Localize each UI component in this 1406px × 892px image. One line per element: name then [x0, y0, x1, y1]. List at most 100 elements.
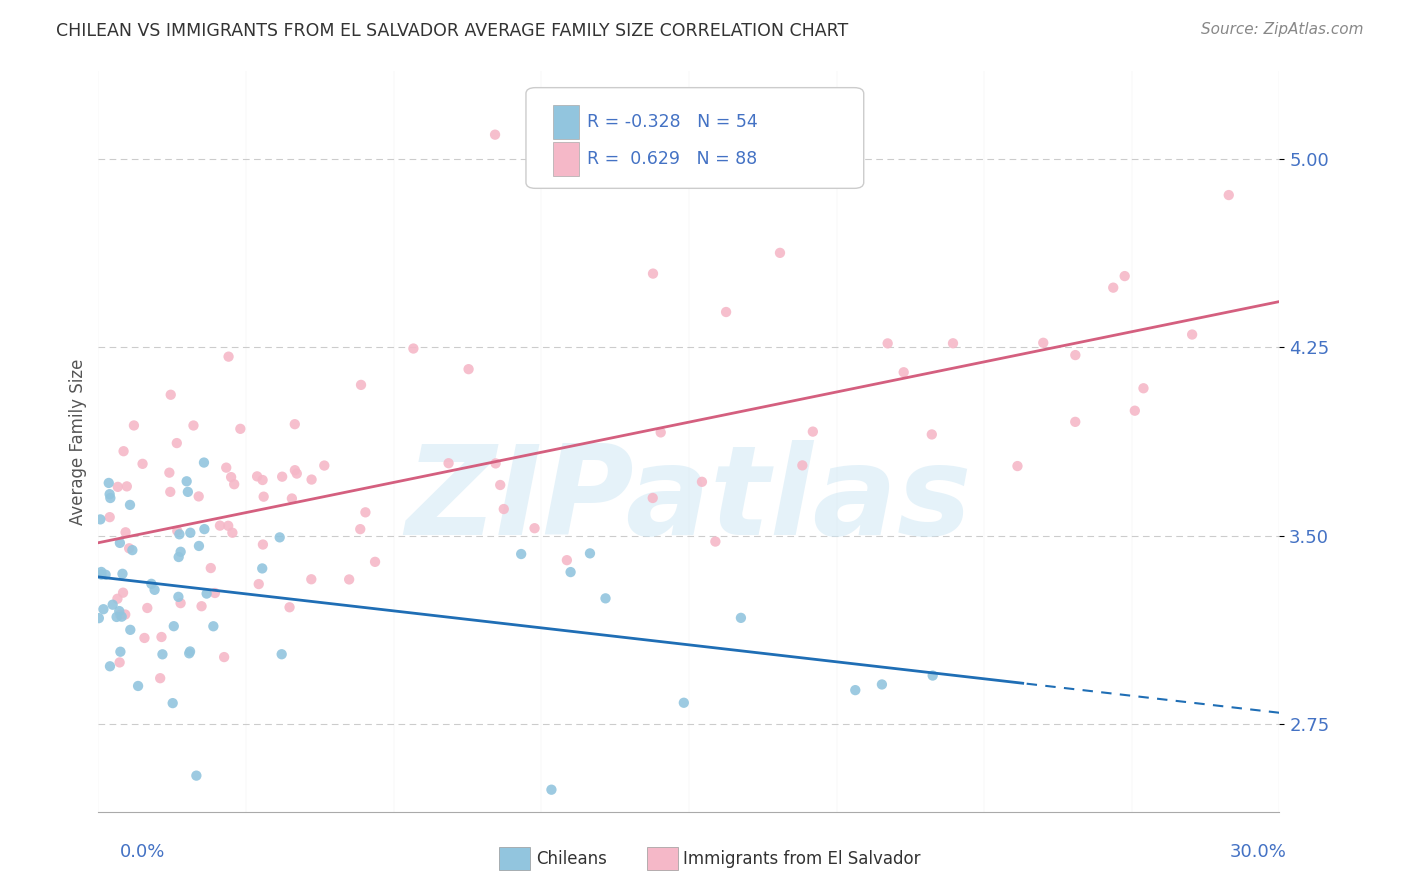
Point [93, 602, 115, 616]
Point [89, 512, 111, 526]
Point [1102, 280, 1125, 294]
Point [110, 645, 132, 659]
Point [252, 473, 274, 487]
Point [204, 586, 226, 600]
Point [595, 591, 617, 606]
Point [252, 561, 274, 575]
Point [157, 466, 180, 480]
FancyBboxPatch shape [526, 87, 863, 188]
Point [1123, 403, 1146, 417]
Point [150, 630, 173, 644]
Point [219, 470, 242, 484]
Point [1064, 415, 1087, 429]
Point [107, 480, 129, 494]
Point [523, 521, 546, 535]
Point [221, 525, 243, 540]
Point [149, 671, 172, 685]
Point [98, 659, 121, 673]
Point [337, 573, 360, 587]
Point [179, 646, 201, 660]
Point [215, 460, 238, 475]
Point [134, 631, 156, 645]
Point [269, 530, 291, 544]
Point [105, 610, 128, 624]
Text: 0.0%: 0.0% [120, 843, 165, 861]
Point [270, 647, 292, 661]
Point [122, 418, 145, 433]
Point [202, 619, 225, 633]
Point [641, 491, 664, 505]
Point [200, 561, 222, 575]
Point [278, 600, 301, 615]
Text: CHILEAN VS IMMIGRANTS FROM EL SALVADOR AVERAGE FAMILY SIZE CORRELATION CHART: CHILEAN VS IMMIGRANTS FROM EL SALVADOR A… [56, 22, 848, 40]
Point [114, 607, 136, 622]
Point [193, 522, 215, 536]
Point [107, 591, 129, 606]
Point [1218, 188, 1240, 202]
Point [159, 484, 181, 499]
Point [714, 305, 737, 319]
Point [540, 782, 562, 797]
Point [101, 598, 124, 612]
Point [94, 567, 117, 582]
Point [792, 458, 814, 473]
Point [246, 469, 269, 483]
FancyBboxPatch shape [553, 105, 579, 139]
Point [704, 534, 727, 549]
Point [212, 650, 235, 665]
Point [177, 484, 200, 499]
Point [118, 541, 141, 556]
Point [193, 456, 215, 470]
Point [314, 458, 336, 473]
Point [195, 586, 218, 600]
Point [1132, 381, 1154, 395]
Point [579, 546, 602, 560]
Point [224, 477, 246, 491]
Point [437, 456, 460, 470]
Point [876, 336, 898, 351]
Point [108, 656, 131, 670]
Point [217, 518, 239, 533]
Point [510, 547, 533, 561]
Point [166, 524, 188, 538]
Point [169, 527, 191, 541]
Text: Source: ZipAtlas.com: Source: ZipAtlas.com [1201, 22, 1364, 37]
Point [187, 490, 209, 504]
Point [402, 342, 425, 356]
Point [1032, 335, 1054, 350]
Point [1114, 269, 1136, 284]
Point [690, 475, 713, 489]
Text: ZIPatlas: ZIPatlas [406, 441, 972, 561]
Point [98, 510, 121, 524]
Point [166, 436, 188, 450]
Point [641, 267, 664, 281]
Point [349, 522, 371, 536]
Point [1007, 458, 1029, 473]
Point [98, 491, 121, 505]
Point [247, 577, 270, 591]
Text: R =  0.629   N = 88: R = 0.629 N = 88 [588, 150, 758, 168]
Point [560, 565, 582, 579]
Point [492, 502, 515, 516]
Point [364, 555, 387, 569]
Point [252, 537, 274, 551]
Point [167, 590, 190, 604]
Point [301, 473, 323, 487]
Point [87, 611, 110, 625]
Point [90, 567, 112, 582]
Text: Chileans: Chileans [536, 850, 606, 868]
Point [921, 668, 943, 682]
Point [112, 444, 135, 458]
Point [186, 769, 208, 783]
Point [131, 457, 153, 471]
Point [284, 463, 307, 477]
Point [218, 350, 240, 364]
Point [942, 336, 965, 351]
Point [143, 582, 166, 597]
Point [354, 505, 377, 519]
Point [111, 566, 134, 581]
Point [870, 677, 893, 691]
Point [285, 467, 308, 481]
Point [90, 565, 112, 579]
Point [127, 679, 149, 693]
